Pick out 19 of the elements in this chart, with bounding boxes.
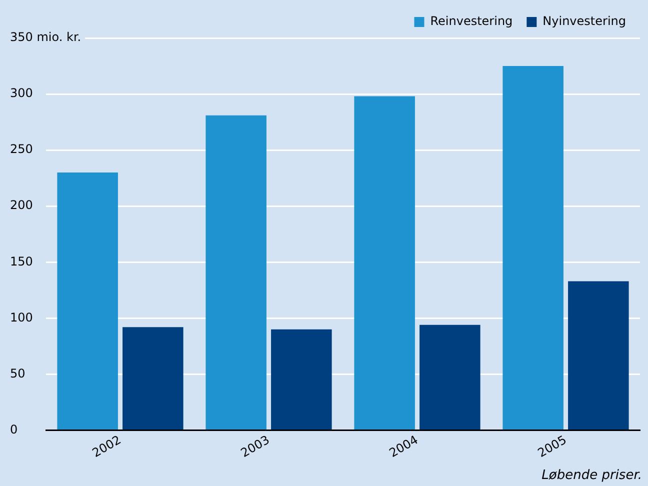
y-tick-label: 300	[10, 86, 33, 100]
bar	[568, 281, 629, 430]
y-tick-label: 200	[10, 198, 33, 212]
bar	[271, 329, 332, 430]
y-tick-label: 0	[10, 422, 18, 436]
bar	[122, 327, 184, 430]
legend-label: Reinvestering	[430, 14, 513, 28]
bar	[206, 115, 266, 430]
y-tick-label: 150	[10, 254, 33, 268]
bar	[57, 172, 118, 430]
bar	[354, 96, 415, 430]
bar	[502, 66, 564, 430]
y-tick-label: 250	[10, 142, 33, 156]
text: Løbende priser.	[542, 468, 642, 483]
y-tick-label: 100	[10, 310, 33, 324]
bar	[420, 324, 480, 430]
legend-label: Nyinvestering	[542, 14, 626, 28]
y-tick-label: 50	[10, 366, 26, 380]
y-tick-label: 350 mio. kr.	[10, 30, 82, 44]
